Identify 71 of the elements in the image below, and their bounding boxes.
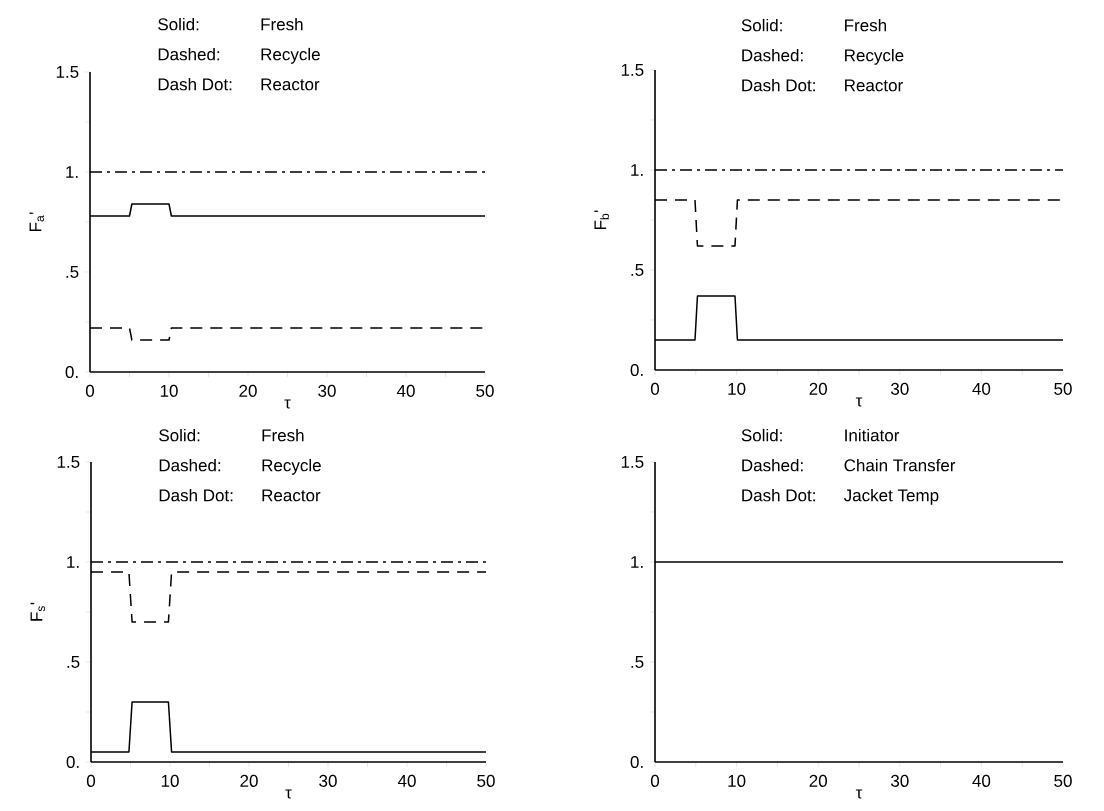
y-tick-label: 1.5 xyxy=(621,456,644,468)
y-tick-label: .5 xyxy=(631,264,644,276)
y-axis-title: F$_{a}$' xyxy=(29,212,44,231)
y-tick-label: 1. xyxy=(631,164,643,176)
y-tick-label: 0. xyxy=(65,365,78,379)
text: Fresh xyxy=(262,428,304,442)
y-tick-label: 0. xyxy=(630,755,643,769)
x-tick-label: 30 xyxy=(318,384,336,397)
x-tick-label: 50 xyxy=(476,384,494,397)
y-tick-label: 0. xyxy=(630,363,643,377)
annotation: Dash Dot: xyxy=(742,488,815,502)
x-tick-label: 40 xyxy=(972,382,991,395)
x-tick-label: 30 xyxy=(890,774,909,787)
x-tick-label: 0 xyxy=(650,382,660,395)
annotation: Reactor xyxy=(262,489,321,502)
y-tick-label: 1. xyxy=(631,556,643,568)
annotation: Dash Dot: xyxy=(159,488,233,502)
annotation: Recycle xyxy=(262,458,321,475)
x-tick-label: 0 xyxy=(85,384,95,397)
x-tick-label: 20 xyxy=(809,382,827,395)
y-tick-label: 1.5 xyxy=(621,64,644,76)
annotation: Chain Transfer xyxy=(844,458,956,472)
x-tick-label: 20 xyxy=(239,384,257,397)
x-tick-label: 0 xyxy=(650,774,660,787)
x-tick-label: 50 xyxy=(1054,774,1072,787)
text: Fresh xyxy=(845,18,887,32)
y-tick-label: 1.5 xyxy=(57,456,80,468)
x-axis-title: τ xyxy=(855,397,863,407)
x-tick-label: 50 xyxy=(477,774,495,787)
x-axis-title: τ xyxy=(284,399,291,409)
annotation: Reactor xyxy=(261,78,320,91)
x-tick-label: 40 xyxy=(972,774,991,787)
text: Dashed: xyxy=(158,47,220,61)
y-tick-label: .5 xyxy=(66,266,79,278)
text: Recycle xyxy=(845,48,904,65)
x-tick-label: 10 xyxy=(728,382,746,395)
x-axis-title: τ xyxy=(285,789,292,799)
x-tick-label: 40 xyxy=(397,774,416,787)
text: Initiator xyxy=(845,428,900,442)
y-tick-label: 0. xyxy=(66,755,79,769)
annotation: Dash Dot: xyxy=(158,77,232,91)
y-tick-label: 1. xyxy=(67,556,79,568)
text: Solid: xyxy=(741,18,782,32)
y-tick-label: 1.5 xyxy=(56,66,79,78)
y-tick-label: .5 xyxy=(67,656,80,668)
annotation: Dashed: xyxy=(159,458,221,472)
x-tick-label: 50 xyxy=(1054,382,1072,395)
x-tick-label: 30 xyxy=(319,774,337,787)
text: Recycle xyxy=(261,47,320,64)
x-axis-title: τ xyxy=(855,789,863,799)
text: Solid: xyxy=(159,428,200,442)
x-tick-label: 40 xyxy=(396,384,415,397)
y-tick-label: .5 xyxy=(631,656,644,668)
text: Fresh xyxy=(261,17,303,31)
x-tick-label: 20 xyxy=(240,774,258,787)
annotation: Reactor xyxy=(845,79,903,92)
text: Solid: xyxy=(741,428,782,442)
x-tick-label: 10 xyxy=(161,774,179,787)
annotation: Jacket Temp xyxy=(843,488,939,505)
x-tick-label: 30 xyxy=(890,382,909,395)
y-axis-title: F$_{b}$' xyxy=(594,210,609,229)
text: Solid: xyxy=(158,17,199,31)
annotation: Dashed: xyxy=(742,458,803,472)
x-tick-label: 10 xyxy=(728,774,746,787)
annotation: Dash Dot: xyxy=(742,78,815,92)
x-tick-label: 10 xyxy=(160,384,178,397)
y-tick-label: 1. xyxy=(66,166,78,178)
x-tick-label: 20 xyxy=(809,774,827,787)
y-axis-title: F$_{s}$' xyxy=(30,602,45,621)
text: Dashed: xyxy=(742,48,803,62)
x-tick-label: 0 xyxy=(86,774,96,787)
